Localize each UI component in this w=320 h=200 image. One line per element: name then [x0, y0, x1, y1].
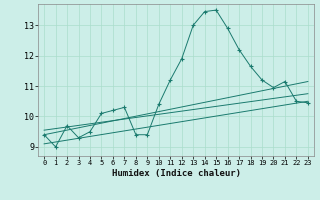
X-axis label: Humidex (Indice chaleur): Humidex (Indice chaleur)	[111, 169, 241, 178]
